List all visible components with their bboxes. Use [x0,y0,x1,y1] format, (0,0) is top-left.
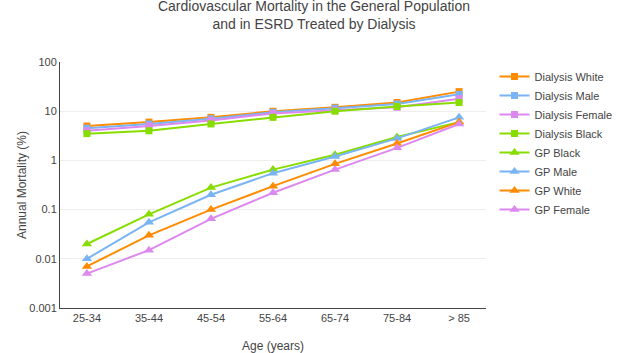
svg-text:Cardiovascular Mortality in th: Cardiovascular Mortality in the General … [158,0,470,32]
svg-text:10: 10 [45,105,57,117]
svg-text:Dialysis Male: Dialysis Male [535,90,600,102]
svg-text:Dialysis White: Dialysis White [535,71,604,83]
svg-text:Annual Mortality (%): Annual Mortality (%) [15,131,29,239]
svg-text:1: 1 [51,154,57,166]
svg-text:Dialysis Female: Dialysis Female [535,109,613,121]
svg-text:0.01: 0.01 [35,253,56,265]
svg-text:75-84: 75-84 [383,312,411,324]
svg-text:GP Black: GP Black [535,147,581,159]
svg-text:GP Male: GP Male [535,166,578,178]
svg-text:Age (years): Age (years) [242,339,304,353]
svg-text:0.1: 0.1 [42,203,57,215]
svg-text:> 85: > 85 [448,312,470,324]
svg-text:55-64: 55-64 [259,312,287,324]
svg-text:25-34: 25-34 [73,312,101,324]
svg-text:45-54: 45-54 [197,312,225,324]
svg-text:100: 100 [38,56,56,68]
svg-text:65-74: 65-74 [321,312,349,324]
svg-text:0.001: 0.001 [29,302,57,314]
svg-text:Dialysis Black: Dialysis Black [535,128,603,140]
svg-text:GP Female: GP Female [535,204,590,216]
svg-text:35-44: 35-44 [135,312,163,324]
svg-text:GP White: GP White [535,185,582,197]
